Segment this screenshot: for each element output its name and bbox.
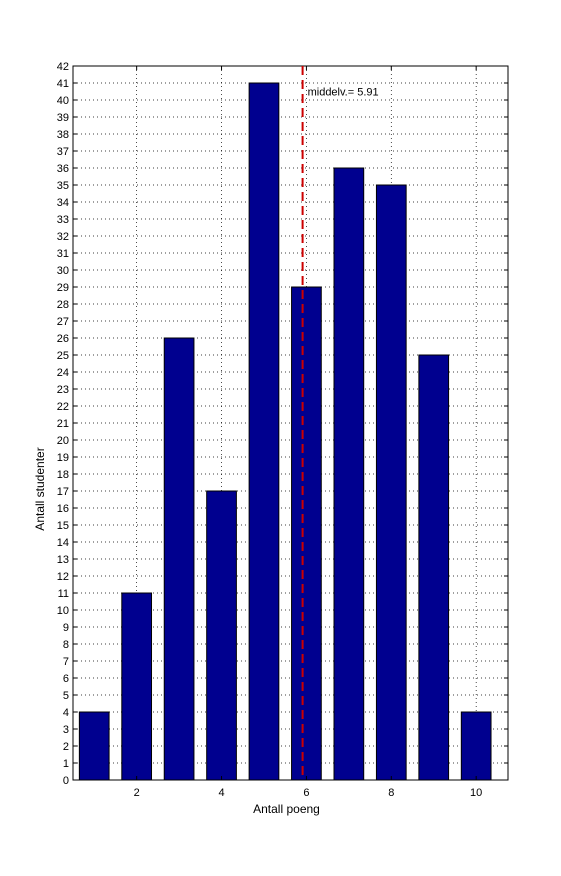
y-tick-label: 19 — [57, 452, 69, 464]
y-tick-label: 2 — [63, 741, 69, 753]
y-tick-label: 21 — [57, 418, 69, 430]
bar — [460, 711, 492, 781]
y-tick-label: 0 — [63, 775, 69, 787]
y-tick-label: 11 — [58, 588, 69, 600]
mean-annotation: middelv.= 5.91 — [308, 87, 379, 99]
y-tick-label: 12 — [57, 571, 69, 583]
y-tick-label: 14 — [57, 537, 69, 549]
y-tick-label: 30 — [57, 265, 69, 277]
y-tick-label: 10 — [57, 605, 69, 617]
grid-lines — [73, 66, 508, 780]
y-tick-label: 34 — [57, 197, 69, 209]
y-tick-label: 13 — [57, 554, 69, 566]
y-tick-label: 23 — [57, 384, 69, 396]
y-tick-label: 25 — [57, 350, 69, 362]
bar — [206, 490, 237, 781]
y-tick-label: 3 — [63, 724, 69, 736]
y-tick-label: 16 — [57, 503, 69, 515]
x-tick-label: 4 — [218, 787, 224, 799]
y-tick-label: 9 — [63, 622, 69, 634]
y-tick-label: 5 — [63, 690, 69, 702]
x-axis-label: Antall poeng — [253, 802, 320, 816]
bar — [121, 592, 153, 781]
y-tick-label: 27 — [57, 316, 69, 328]
x-tick-label: 10 — [470, 787, 482, 799]
y-tick-label: 6 — [63, 673, 69, 685]
y-axis-label: Antall studenter — [33, 447, 47, 530]
y-tick-label: 37 — [57, 146, 69, 158]
y-tick-label: 42 — [57, 61, 69, 73]
x-tick-label: 8 — [388, 787, 394, 799]
y-tick-label: 35 — [57, 180, 69, 192]
y-tick-label: 24 — [57, 367, 69, 379]
y-tick-label: 18 — [57, 469, 69, 481]
y-tick-label: 32 — [57, 231, 69, 243]
y-tick-label: 33 — [57, 214, 69, 226]
y-tick-label: 31 — [57, 248, 69, 260]
y-tick-label: 17 — [57, 486, 69, 498]
y-tick-label: 7 — [63, 656, 69, 668]
x-tick-label: 6 — [303, 787, 309, 799]
y-tick-label: 38 — [57, 129, 69, 141]
x-tick-label: 2 — [134, 787, 140, 799]
bar — [375, 184, 407, 781]
y-tick-label: 26 — [57, 333, 69, 345]
y-tick-label: 4 — [63, 707, 69, 719]
y-tick-label: 39 — [57, 112, 69, 124]
y-tick-label: 22 — [57, 401, 69, 413]
y-tick-label: 15 — [57, 520, 69, 532]
bar — [291, 286, 322, 781]
y-tick-label: 20 — [57, 435, 69, 447]
y-tick-label: 1 — [63, 758, 69, 770]
y-tick-label: 29 — [57, 282, 69, 294]
bar — [333, 167, 365, 781]
y-tick-label: 28 — [57, 299, 69, 311]
bar — [78, 711, 110, 781]
bars — [78, 82, 492, 781]
y-tick-label: 8 — [63, 639, 69, 651]
bar — [418, 354, 450, 781]
y-tick-label: 41 — [57, 78, 69, 90]
axis-ticks: 0123456789101112131415161718192021222324… — [57, 61, 508, 799]
bar — [163, 337, 195, 781]
y-tick-label: 36 — [57, 163, 69, 175]
bar — [248, 82, 280, 781]
y-tick-label: 40 — [57, 95, 69, 107]
